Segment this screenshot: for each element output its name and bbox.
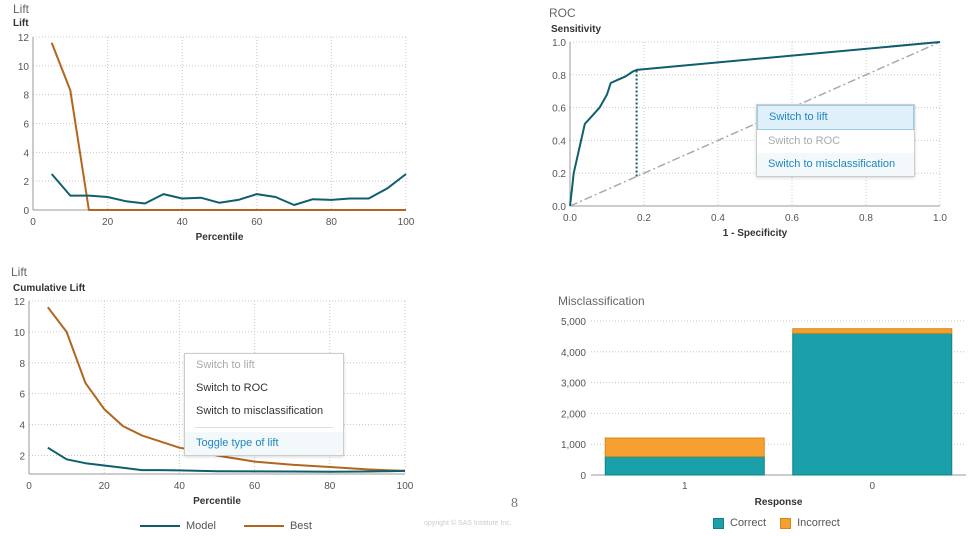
legend-item-correct: Correct [713, 517, 766, 529]
lift-panel-title: Lift [13, 2, 30, 16]
lift-y-tick-label: 4 [23, 148, 29, 159]
roc-x-tick-label: 0.0 [563, 213, 577, 224]
lift-x-tick-label: 60 [251, 217, 263, 228]
cumlift-x-tick-label: 40 [174, 481, 186, 492]
misclass-x-axis-title: Response [755, 497, 803, 508]
lift-y-tick-label: 6 [23, 120, 29, 131]
misclass-y-tick-label: 1,000 [561, 440, 586, 451]
misclass-y-tick-label: 0 [580, 471, 586, 482]
lift-x-tick-label: 20 [102, 217, 114, 228]
menu-toggle-type-of-lift[interactable]: Toggle type of lift [185, 432, 343, 455]
lift-y-tick-label: 12 [18, 33, 30, 44]
menu-switch-to-roc[interactable]: Switch to ROC [196, 382, 269, 394]
legend-item-incorrect: Incorrect [780, 517, 840, 529]
lift-series-model [50, 173, 407, 206]
roc-y-tick-label: 0.6 [552, 104, 566, 115]
cumlift-y-tick-label: 8 [19, 359, 25, 370]
roc-context-menu: Switch to lift Switch to ROC Switch to m… [756, 104, 915, 177]
roc-x-tick-label: 1.0 [933, 213, 947, 224]
misclass-bar-correct [792, 332, 953, 476]
misclass-legend: Correct Incorrect [713, 517, 868, 529]
misclass-bar-correct [604, 456, 765, 476]
lift-y-tick-label: 2 [23, 177, 29, 188]
cumlift-panel-title: Lift [11, 265, 28, 279]
cumlift-x-tick-label: 100 [397, 481, 414, 492]
roc-baseline [569, 41, 941, 207]
lift-legend: Model Best [140, 520, 340, 532]
roc-x-axis-title: 1 - Specificity [723, 228, 788, 239]
legend-swatch-best [243, 525, 284, 527]
cumlift-x-tick-label: 80 [324, 481, 336, 492]
legend-item-model: Model [140, 520, 216, 532]
lift-x-tick-label: 40 [177, 217, 189, 228]
roc-y-tick-label: 0.2 [552, 169, 566, 180]
misclass-bar-incorrect [604, 437, 765, 458]
lift-y-tick-label: 0 [23, 206, 29, 217]
misclass-x-tick-label: 0 [869, 481, 875, 492]
menu-switch-to-misclassification[interactable]: Switch to misclassification [757, 153, 914, 176]
lift-y-tick-label: 8 [23, 91, 29, 102]
legend-swatch-correct [713, 517, 724, 529]
roc-x-tick-label: 0.8 [859, 213, 873, 224]
cumlift-y-tick-label: 10 [14, 328, 26, 339]
cumlift-x-tick-label: 20 [99, 481, 111, 492]
roc-y-tick-label: 0.8 [552, 71, 566, 82]
legend-label-model: Model [186, 520, 216, 532]
misclass-bar-incorrect [792, 328, 953, 334]
cumlift-y-axis-title: Cumulative Lift [13, 283, 86, 294]
lift-y-axis-title: Lift [13, 18, 29, 29]
cumlift-y-tick-label: 2 [19, 451, 25, 462]
cumlift-x-tick-label: 60 [249, 481, 261, 492]
legend-label-correct: Correct [730, 517, 767, 529]
legend-label-best: Best [289, 520, 312, 532]
lift-x-tick-label: 80 [326, 217, 338, 228]
misclass-y-tick-label: 2,000 [561, 409, 586, 420]
cumlift-y-tick-label: 6 [19, 390, 25, 401]
lift-x-tick-label: 100 [398, 217, 415, 228]
lift-y-tick-label: 10 [18, 62, 30, 73]
roc-x-tick-label: 0.6 [785, 213, 799, 224]
misclass-y-tick-label: 4,000 [561, 348, 586, 359]
legend-swatch-incorrect [780, 517, 792, 529]
lift-series-best [50, 42, 406, 211]
roc-y-tick-label: 0.0 [552, 202, 566, 213]
misclass-x-tick-label: 1 [682, 481, 688, 492]
cumlift-series-best [47, 306, 406, 472]
lift-x-axis-title: Percentile [196, 232, 244, 243]
misclass-y-tick-label: 5,000 [561, 317, 586, 328]
roc-x-tick-label: 0.2 [637, 213, 651, 224]
copyright-text: opyright © SAS Institute Inc. [424, 520, 512, 527]
cumlift-y-tick-label: 4 [19, 421, 25, 432]
roc-series-model [569, 41, 941, 207]
misclass-y-tick-label: 3,000 [561, 379, 586, 390]
menu-switch-to-misclassification[interactable]: Switch to misclassification [196, 405, 324, 417]
menu-separator [195, 427, 333, 428]
roc-y-tick-label: 0.4 [552, 136, 566, 147]
legend-label-incorrect: Incorrect [797, 517, 840, 529]
menu-switch-to-lift[interactable]: Switch to lift [196, 359, 255, 371]
legend-item-best: Best [243, 520, 312, 532]
lift-x-tick-label: 0 [30, 217, 36, 228]
menu-switch-to-roc[interactable]: Switch to ROC [768, 135, 841, 147]
cumlift-context-menu: Switch to lift Switch to ROC Switch to m… [184, 353, 344, 456]
roc-x-tick-label: 0.4 [711, 213, 725, 224]
cumlift-y-tick-label: 12 [14, 297, 26, 308]
legend-swatch-model [140, 525, 180, 527]
roc-panel-title: ROC [549, 6, 576, 20]
roc-y-axis-title: Sensitivity [551, 24, 602, 35]
menu-switch-to-lift[interactable]: Switch to lift [757, 105, 914, 130]
roc-y-tick-label: 1.0 [552, 38, 566, 49]
cumlift-x-tick-label: 0 [26, 481, 32, 492]
misclass-panel-title: Misclassification [558, 294, 645, 308]
cumlift-x-axis-title: Percentile [193, 496, 241, 507]
cumlift-series-model [47, 446, 406, 473]
page-number: 8 [511, 496, 518, 511]
